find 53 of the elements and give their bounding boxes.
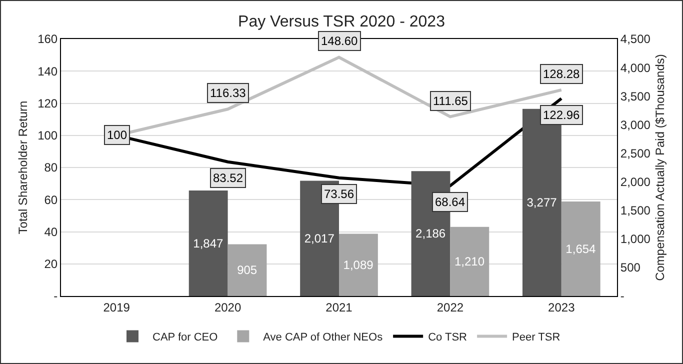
data-label: 116.33 [210, 86, 246, 100]
legend-label: Ave CAP of Other NEOs [263, 331, 384, 344]
y2-tick-label: 1,000 [620, 232, 651, 246]
data-label: 122.96 [543, 108, 580, 122]
x-tick-label: 2022 [436, 300, 464, 314]
legend-label: Peer TSR [512, 331, 560, 344]
y-tick-label: 140 [38, 64, 58, 78]
data-label: 3,277 [526, 195, 558, 210]
data-label: 83.52 [213, 171, 244, 185]
data-label: 148.60 [321, 34, 358, 48]
y-tick-label: 40 [44, 224, 58, 239]
bar [339, 234, 378, 296]
y-tick-label: 60 [44, 192, 58, 207]
y2-tick-label: 3,500 [620, 89, 651, 104]
y2-tick-label: 500 [620, 260, 641, 275]
bar [188, 190, 228, 296]
y-tick-label: - [54, 289, 58, 304]
bar [450, 226, 490, 296]
data-label: 1,089 [343, 258, 374, 272]
data-label: 905 [237, 263, 258, 278]
y-tick-label: 120 [38, 96, 58, 110]
x-tick-label: 2023 [548, 300, 576, 314]
x-tick-label: 2021 [326, 300, 353, 314]
data-label: 2,017 [304, 231, 335, 246]
data-label: 2,186 [416, 226, 446, 241]
y-axis-title: Total Shareholder Return [16, 100, 30, 234]
data-label: 1,847 [193, 236, 224, 250]
y2-tick-label: 2,000 [620, 174, 651, 189]
y2-tick-label: 4,000 [620, 60, 651, 75]
data-label: 100 [107, 128, 128, 142]
chart-title: Pay Versus TSR 2020 - 2023 [238, 14, 446, 31]
y-tick-label: 160 [38, 32, 58, 46]
y-tick-label: 80 [44, 160, 58, 175]
data-label: 68.64 [435, 195, 466, 209]
y2-tick-label: 4,500 [620, 32, 651, 46]
data-label: 1,210 [454, 254, 485, 268]
y2-tick-label: 1,500 [620, 204, 651, 218]
y2-tick-label: 2,500 [620, 146, 651, 160]
data-label: 1,654 [566, 242, 596, 256]
x-tick-label: 2019 [103, 300, 130, 314]
legend-label: CAP for CEO [152, 331, 218, 344]
y2-tick-label: 3,000 [620, 118, 651, 132]
legend-label: Co TSR [428, 331, 468, 344]
y2-axis-title: Compensation Actually Paid ($Thousands) [652, 54, 667, 281]
bar [228, 244, 267, 296]
data-label: 111.65 [433, 94, 468, 108]
y-tick-label: 20 [44, 257, 58, 272]
y-tick-label: 100 [38, 128, 58, 143]
x-tick-label: 2020 [214, 300, 242, 314]
y2-tick-label: - [620, 289, 624, 304]
bar [561, 202, 600, 296]
data-label: 128.28 [543, 67, 580, 81]
data-label: 73.56 [324, 187, 354, 201]
